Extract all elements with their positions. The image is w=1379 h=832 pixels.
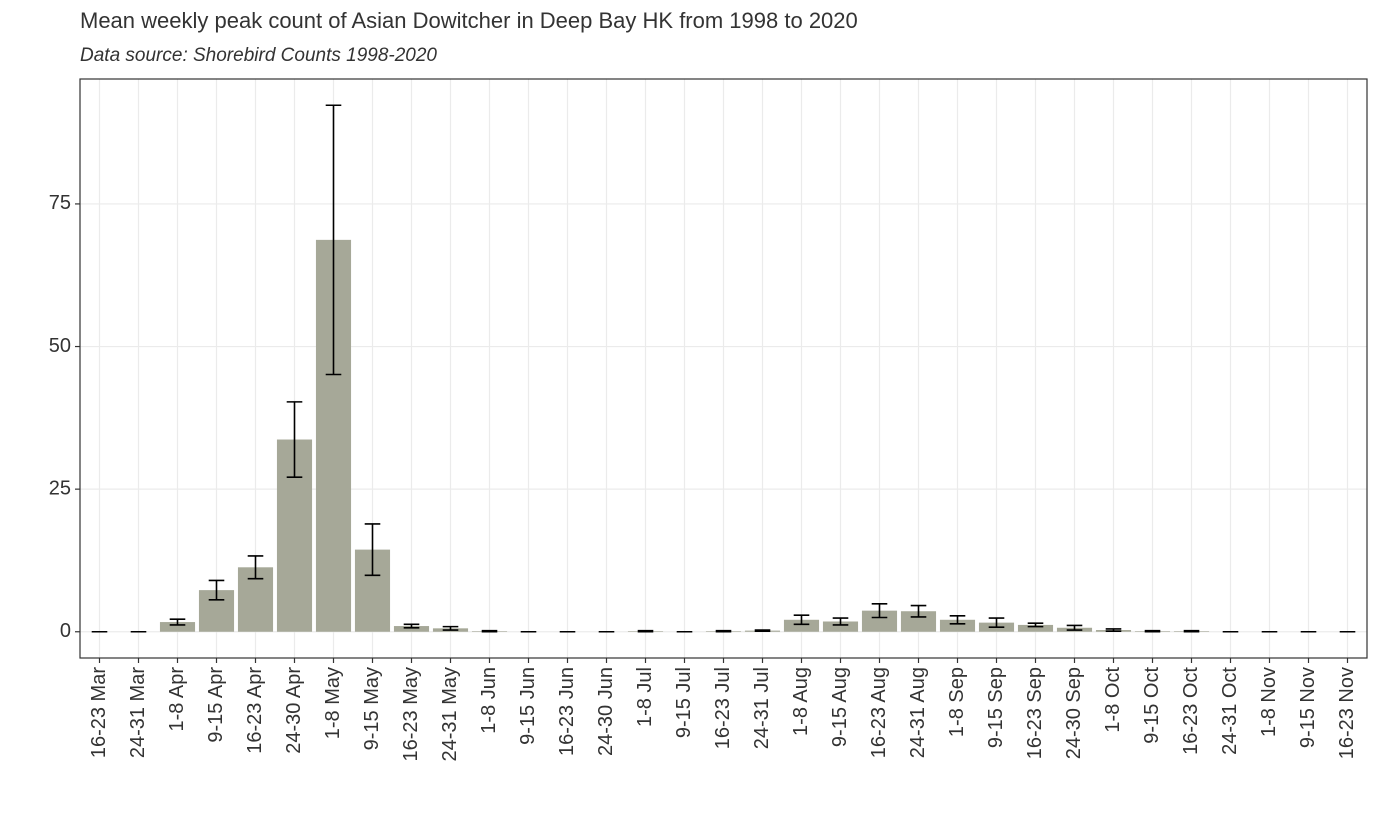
x-tick-label: 16-23 Mar xyxy=(88,667,110,758)
error-bar xyxy=(208,579,225,601)
bar xyxy=(393,626,430,632)
y-tick-label: 50 xyxy=(49,335,71,357)
error-bar xyxy=(1066,624,1083,631)
x-tick-label: 24-31 Aug xyxy=(907,667,929,758)
bar xyxy=(900,611,937,632)
bar xyxy=(783,619,820,632)
x-tick-label: 9-15 Oct xyxy=(1141,667,1163,744)
bar xyxy=(159,622,196,632)
error-bar xyxy=(403,623,420,629)
plot-border xyxy=(79,78,1368,659)
y-tick-label: 25 xyxy=(49,477,71,499)
error-bar xyxy=(1027,622,1044,628)
x-tick-label: 24-31 May xyxy=(439,667,461,762)
x-tick-label: 16-23 May xyxy=(400,667,422,762)
x-tick-label: 9-15 Sep xyxy=(985,667,1007,748)
x-tick-label: 16-23 Oct xyxy=(1180,667,1202,755)
error-bar xyxy=(325,104,342,376)
error-bar xyxy=(871,603,888,619)
x-tick-label: 24-30 Jun xyxy=(595,667,617,756)
x-tick-label: 16-23 Aug xyxy=(868,667,890,758)
error-bar xyxy=(286,401,303,478)
chart-title: Mean weekly peak count of Asian Dowitche… xyxy=(80,8,858,33)
x-tick-label: 24-30 Sep xyxy=(1063,667,1085,759)
error-bar xyxy=(169,618,186,626)
x-tick-label: 1-8 Jun xyxy=(478,667,500,734)
x-tick-label: 16-23 Jul xyxy=(712,667,734,749)
x-tick-label: 24-31 Oct xyxy=(1219,667,1241,755)
x-tick-label: 9-15 Jun xyxy=(517,667,539,745)
x-tick-label: 9-15 Nov xyxy=(1297,667,1319,748)
x-tick-label: 24-31 Mar xyxy=(127,667,149,758)
x-tick-label: 1-8 Sep xyxy=(946,667,968,737)
bar xyxy=(861,610,898,632)
error-bar xyxy=(832,617,849,626)
bar xyxy=(1017,624,1054,632)
y-tick-label: 0 xyxy=(60,620,71,642)
error-bar xyxy=(247,555,264,580)
y-tick-label: 75 xyxy=(49,192,71,214)
error-bar xyxy=(988,617,1005,628)
x-tick-label: 9-15 Apr xyxy=(205,667,227,743)
x-tick-label: 24-30 Apr xyxy=(283,667,305,754)
chart-subtitle: Data source: Shorebird Counts 1998-2020 xyxy=(80,45,437,66)
error-bar xyxy=(1183,629,1200,633)
error-bar xyxy=(910,604,927,618)
error-bar xyxy=(754,629,771,632)
x-tick-label: 9-15 Aug xyxy=(829,667,851,747)
x-tick-label: 1-8 Apr xyxy=(166,667,188,732)
x-tick-label: 1-8 May xyxy=(322,667,344,739)
error-bar xyxy=(1105,628,1122,632)
error-bar xyxy=(715,629,732,633)
error-bar xyxy=(364,523,381,577)
x-tick-label: 16-23 Apr xyxy=(244,667,266,754)
error-bar xyxy=(442,625,459,631)
error-bar xyxy=(1144,629,1161,633)
x-tick-label: 1-8 Nov xyxy=(1258,667,1280,737)
x-tick-label: 16-23 Jun xyxy=(556,667,578,756)
error-bar xyxy=(793,614,810,626)
error-bar xyxy=(637,629,654,633)
x-tick-label: 1-8 Aug xyxy=(790,667,812,736)
x-tick-label: 9-15 Jul xyxy=(673,667,695,738)
x-tick-label: 1-8 Jul xyxy=(634,667,656,727)
x-tick-label: 1-8 Oct xyxy=(1102,667,1124,733)
bar xyxy=(939,619,976,632)
x-tick-label: 16-23 Sep xyxy=(1024,667,1046,759)
error-bar xyxy=(481,629,498,633)
x-tick-label: 9-15 May xyxy=(361,667,383,750)
x-tick-label: 16-23 Nov xyxy=(1336,667,1358,759)
x-tick-label: 24-31 Jul xyxy=(751,667,773,749)
bar xyxy=(822,621,859,632)
error-bar xyxy=(949,614,966,625)
